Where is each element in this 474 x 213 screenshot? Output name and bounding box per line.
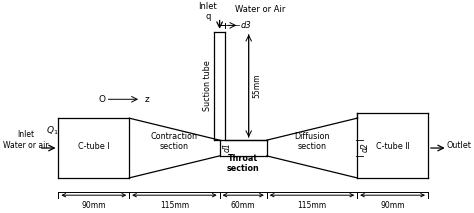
Text: d3: d3 [241, 21, 252, 30]
Text: 90mm: 90mm [380, 201, 405, 210]
Text: 60mm: 60mm [231, 201, 255, 210]
Text: Contraction
section: Contraction section [151, 132, 198, 151]
Text: $Q_1$: $Q_1$ [46, 124, 58, 137]
Text: 115mm: 115mm [297, 201, 327, 210]
Text: O: O [98, 95, 105, 104]
Text: C-tube II: C-tube II [376, 142, 410, 151]
Text: Inlet
Water or air: Inlet Water or air [3, 131, 48, 150]
Text: Water or Air: Water or Air [235, 5, 286, 14]
Text: Diffusion
section: Diffusion section [294, 132, 330, 151]
Text: Suction tube: Suction tube [203, 60, 212, 111]
Text: d2: d2 [360, 142, 369, 152]
Text: 90mm: 90mm [82, 201, 106, 210]
Text: d1: d1 [223, 142, 232, 152]
Text: 115mm: 115mm [160, 201, 189, 210]
Text: C-tube I: C-tube I [78, 142, 109, 151]
Text: 55mm: 55mm [253, 74, 262, 98]
Text: Throat
section: Throat section [227, 154, 260, 173]
Text: z: z [145, 95, 150, 104]
Text: Inlet
q: Inlet q [199, 1, 217, 21]
Text: Outlet: Outlet [447, 141, 472, 150]
